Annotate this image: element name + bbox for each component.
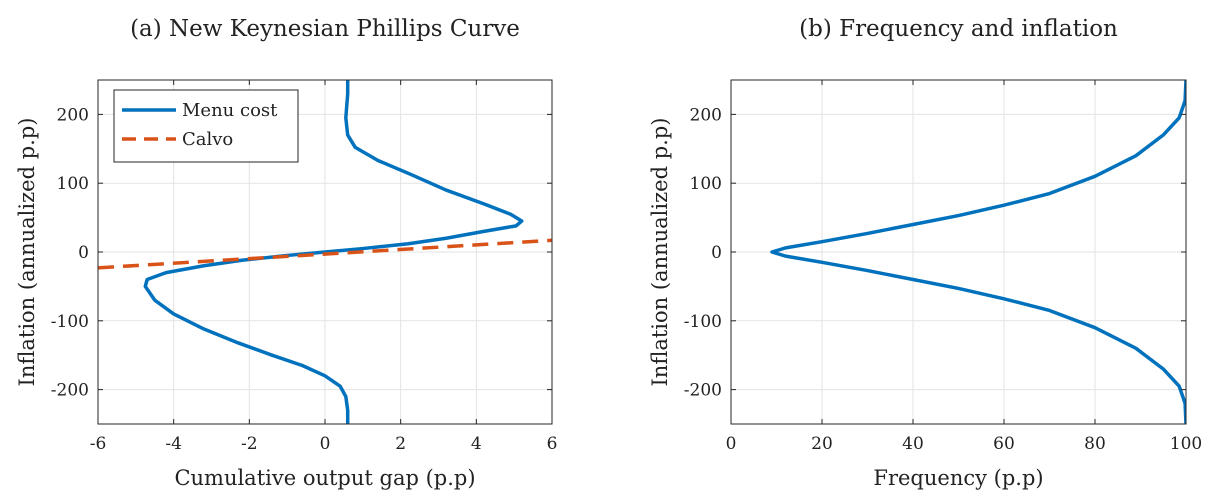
y-tick-label: 200 [690,105,722,125]
x-tick-label: 0 [726,434,737,454]
x-tick-label: 80 [1084,434,1106,454]
panel-b: (b) Frequency and inflation 0 20 40 60 80 100 -… [648,16,1202,490]
y-tick-label: 0 [78,243,89,263]
y-tick-label: 200 [57,105,89,125]
chart-title: (a) New Keynesian Phillips Curve [130,16,520,42]
panel-a: (a) New Keynesian Phillips Curve -6 -4 -2 0 2… [15,16,557,490]
series-line-calvo [98,238,552,270]
x-tick-label: 0 [320,434,331,454]
y-tick-label: 100 [690,174,722,194]
x-tick-label: 2 [395,434,406,454]
y-tick-label: -100 [684,312,722,332]
series-line-0 [770,80,1186,424]
y-axis-label: Inflation (annualized p.p) [648,118,672,387]
y-tick-label: 0 [711,243,722,263]
legend-label: Calvo [182,129,233,150]
legend: Menu cost Calvo [113,89,299,163]
x-tick-label: 40 [902,434,924,454]
x-tick-label: 100 [1170,434,1202,454]
x-tick-label: -4 [165,434,182,454]
x-tick-label: 20 [811,434,833,454]
legend-box [113,89,299,163]
y-axis-label: Inflation (annualized p.p) [15,118,39,387]
x-tick-label: 4 [471,434,482,454]
legend-label: Menu cost [182,100,278,121]
y-tick-label: -200 [51,381,89,401]
x-tick-label: 6 [547,434,558,454]
chart-title: (b) Frequency and inflation [799,16,1118,42]
x-axis-label: Cumulative output gap (p.p) [174,466,475,490]
x-tick-label: -6 [90,434,107,454]
y-tick-label: 100 [57,174,89,194]
y-tick-label: -200 [684,381,722,401]
x-tick-label: 60 [993,434,1015,454]
x-axis-label: Frequency (p.p) [873,466,1043,490]
x-tick-label: -2 [241,434,258,454]
y-tick-label: -100 [51,312,89,332]
